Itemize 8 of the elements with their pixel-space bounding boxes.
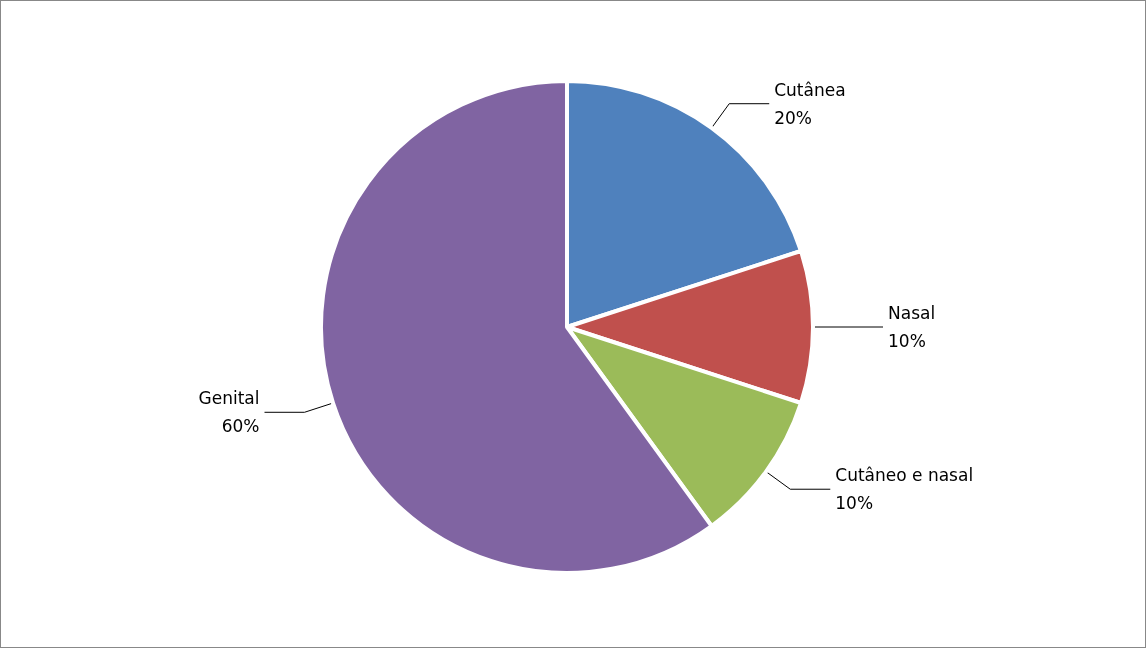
slice-label: Nasal bbox=[888, 303, 936, 323]
data-label: 20% bbox=[774, 107, 813, 128]
slice-label: Cutânea bbox=[774, 79, 846, 100]
data-label: 10% bbox=[835, 493, 874, 514]
slice-label: Cutâneo e nasal bbox=[835, 465, 974, 486]
data-label: 60% bbox=[221, 416, 260, 437]
slice-label: Genital bbox=[198, 388, 260, 409]
data-label: 10% bbox=[888, 331, 926, 351]
